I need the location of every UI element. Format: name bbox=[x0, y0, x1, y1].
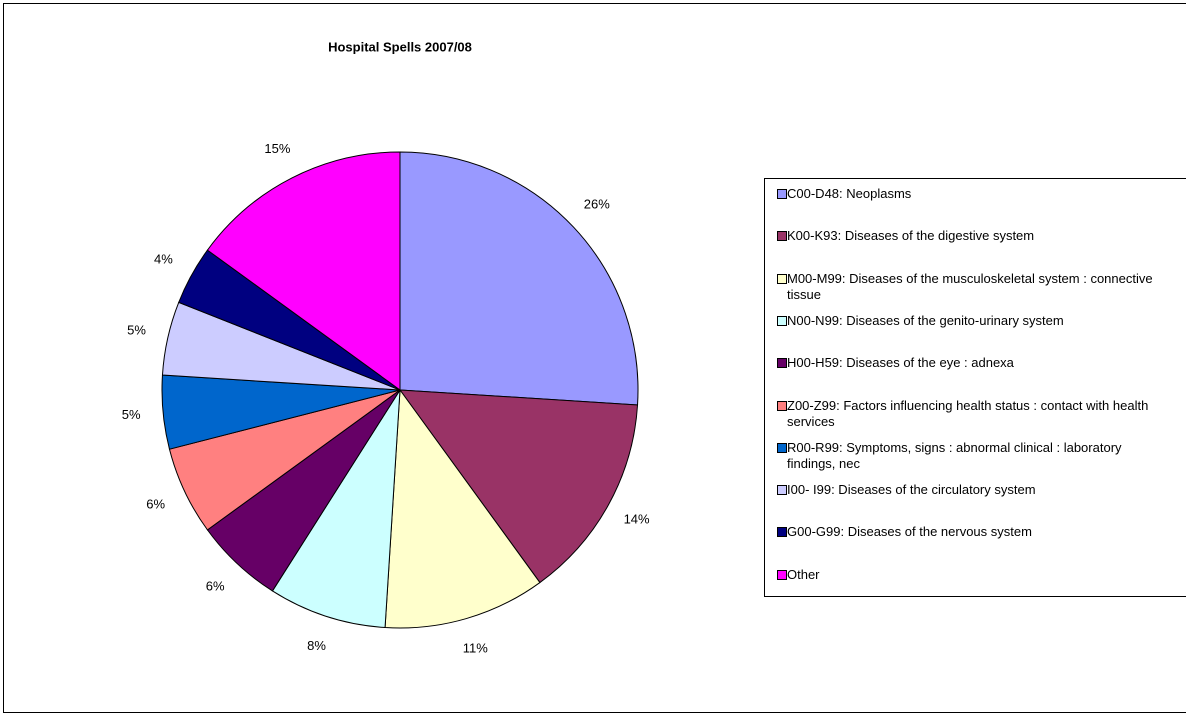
data-label: 6% bbox=[206, 578, 225, 593]
legend-label: C00-D48: Neoplasms bbox=[787, 186, 912, 201]
legend-label: Other bbox=[787, 566, 820, 582]
legend-swatch bbox=[777, 231, 787, 242]
legend-swatch bbox=[777, 315, 787, 326]
legend-swatch bbox=[777, 400, 787, 411]
data-label: 14% bbox=[624, 512, 650, 527]
legend-swatch bbox=[777, 189, 787, 199]
pie-slice bbox=[206, 151, 401, 391]
legend-entry: M00-M99: Diseases of the musculoskeletal… bbox=[777, 270, 1159, 303]
data-label: 5% bbox=[127, 323, 146, 338]
pie-slice bbox=[399, 151, 639, 406]
legend-label: G00-G99: Diseases of the nervous system bbox=[787, 524, 1032, 540]
legend-label: I00- I99: Diseases of the circulatory sy… bbox=[787, 482, 1036, 498]
legend-label: H00-H59: Diseases of the eye : adnexa bbox=[787, 355, 1014, 371]
legend-swatch bbox=[777, 442, 787, 453]
legend-swatch bbox=[777, 273, 787, 284]
chart-title: Hospital Spells 2007/08 bbox=[328, 39, 472, 54]
data-label: 26% bbox=[584, 197, 610, 212]
data-label: 11% bbox=[463, 641, 488, 656]
pie-slice bbox=[271, 389, 401, 629]
legend-entry: Z00-Z99: Factors influencing health stat… bbox=[777, 397, 1159, 430]
legend-entry: Other bbox=[777, 566, 1159, 583]
legend-entry: G00-G99: Diseases of the nervous system bbox=[777, 524, 1159, 540]
legend-swatch bbox=[777, 569, 787, 580]
legend-swatch bbox=[777, 358, 787, 369]
legend-entry: R00-R99: Symptoms, signs : abnormal clin… bbox=[777, 439, 1159, 472]
legend-entry: H00-H59: Diseases of the eye : adnexa bbox=[777, 355, 1159, 371]
data-label: 8% bbox=[307, 638, 326, 653]
legend-label: Z00-Z99: Factors influencing health stat… bbox=[787, 397, 1149, 429]
legend-label: N00-N99: Diseases of the genito-urinary … bbox=[787, 312, 1064, 328]
data-label: 4% bbox=[154, 251, 173, 266]
pie-slice bbox=[384, 388, 541, 629]
legend-swatch bbox=[777, 485, 787, 496]
data-label: 5% bbox=[122, 407, 141, 422]
legend-swatch bbox=[777, 527, 787, 538]
legend-entry: I00- I99: Diseases of the circulatory sy… bbox=[777, 482, 1159, 498]
legend-label: R00-R99: Symptoms, signs : abnormal clin… bbox=[787, 439, 1122, 471]
legend-label: M00-M99: Diseases of the musculoskeletal… bbox=[787, 270, 1153, 302]
legend: C00-D48: Neoplasms K00-K93: Diseases of t… bbox=[764, 178, 1186, 597]
legend-label: K00-K93: Diseases of the digestive syste… bbox=[787, 228, 1035, 244]
data-label: 6% bbox=[146, 496, 165, 511]
legend-entry: C00-D48: Neoplasms bbox=[777, 186, 1159, 202]
legend-entry: K00-K93: Diseases of the digestive syste… bbox=[777, 228, 1159, 244]
data-label: 15% bbox=[264, 141, 290, 156]
pie-slice bbox=[398, 389, 639, 584]
legend-entry: N00-N99: Diseases of the genito-urinary … bbox=[777, 312, 1159, 329]
